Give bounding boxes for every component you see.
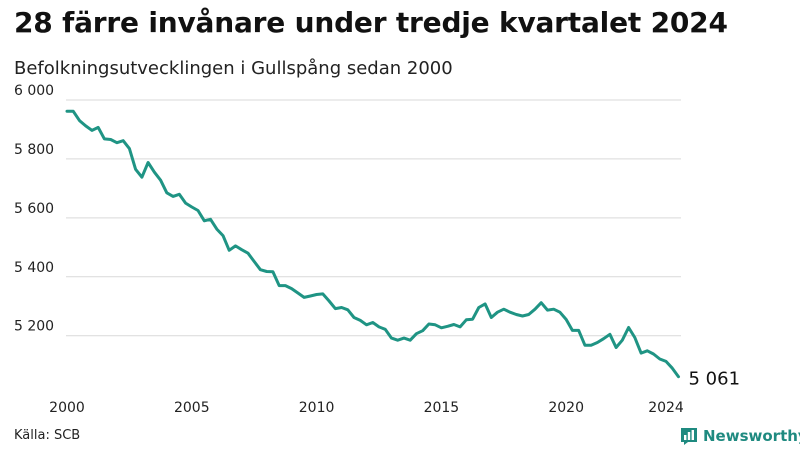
grid-lines	[66, 99, 681, 337]
brand-name: Newsworthy	[703, 427, 800, 445]
y-tick-label: 5 600	[14, 201, 54, 217]
series-group	[65, 109, 680, 379]
chart-title: 28 färre invånare under tredje kvartalet…	[14, 6, 728, 39]
y-axis-ticks: 5 200 5 400 5 600 5 800 6 000	[14, 83, 54, 335]
y-tick-label: 6 000	[14, 83, 54, 99]
brand-logo: Newsworthy	[680, 426, 800, 446]
y-tick-label: 5 800	[14, 142, 54, 158]
source-note: Källa: SCB	[14, 428, 81, 443]
y-tick-label: 5 400	[14, 260, 54, 276]
end-value-label: 5 061	[689, 369, 741, 390]
x-tick-label: 2000	[49, 400, 85, 416]
x-tick-label: 2024	[648, 400, 684, 416]
series-line	[65, 109, 680, 379]
chart-subtitle: Befolkningsutvecklingen i Gullspång seda…	[14, 58, 453, 79]
y-tick-label: 5 200	[14, 319, 54, 335]
x-tick-label: 2015	[424, 400, 460, 416]
x-axis-ticks: 2000 2005 2010 2015 2020 2024	[49, 400, 684, 416]
x-tick-label: 2010	[299, 400, 335, 416]
data-labels: 5 061	[689, 369, 741, 390]
x-tick-label: 2020	[548, 400, 584, 416]
bar-chart-logo-icon	[681, 428, 697, 445]
x-tick-label: 2005	[174, 400, 210, 416]
